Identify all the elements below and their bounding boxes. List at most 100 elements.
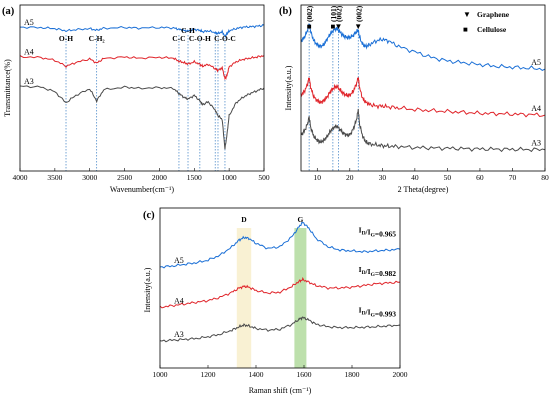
panel-c-label: (c) — [143, 210, 155, 221]
series-line-a4 — [159, 276, 401, 309]
ratio-part: D — [362, 270, 366, 276]
ratio-part: G — [371, 312, 376, 318]
series-line-a5 — [159, 221, 401, 269]
ratio-part: =0.982 — [375, 269, 396, 278]
panel-c-series-labels: A5 A4 A3 — [174, 256, 184, 339]
panel-a-frame — [19, 4, 265, 172]
x-tick-label: 20 — [346, 173, 354, 182]
ratio-part: /I — [365, 267, 371, 276]
panel-a-x-ticks: 4000 3500 3000 2500 2000 1500 1000 500 — [13, 168, 270, 182]
series-label: A3 — [174, 330, 184, 339]
panel-b-peak-labels: ■(002)■(101)▼(002)▼(002) — [305, 5, 363, 31]
x-tick-label: 50 — [444, 173, 452, 182]
panel-a-label: (a) — [2, 6, 15, 17]
panel-b-label: (b) — [279, 6, 292, 17]
panel-a-series — [19, 23, 265, 150]
x-tick-label: 80 — [541, 173, 549, 182]
ratio-part: /I — [365, 307, 371, 316]
id-ig-ratio-label: ID/IG=0.965 — [359, 225, 397, 238]
panel-a-series-labels: A5 A4 A3 — [24, 18, 34, 86]
ratio-part: D — [362, 230, 366, 236]
ratio-part: =0.993 — [375, 309, 396, 318]
x-tick-label: 500 — [258, 173, 270, 182]
series-line-a4 — [300, 77, 546, 118]
x-tick-label: 2500 — [117, 173, 132, 182]
panel-c-series — [159, 221, 401, 343]
x-tick-label: 1000 — [153, 370, 168, 379]
peak-label: (002) — [334, 5, 343, 22]
panel-b-y-axis-label: Intensity(a.u.) — [284, 65, 293, 110]
id-ig-ratio-label: ID/IG=0.982 — [359, 265, 397, 278]
panel-c-x-axis-label: Raman shift (cm⁻¹) — [249, 386, 312, 395]
annotation-label: C-H₂ — [89, 34, 106, 43]
ratio-part: =0.965 — [375, 229, 396, 238]
x-tick-label: 40 — [411, 173, 419, 182]
series-label: A4 — [174, 296, 184, 305]
series-line-a3 — [159, 316, 401, 343]
panel-b-legend: ▼ Graphene ■ Cellulose — [463, 10, 510, 34]
ratio-part: D — [362, 310, 366, 316]
ratio-part: G — [371, 232, 376, 238]
annotation-label: O-H — [59, 34, 73, 43]
peak-symbol: ▼ — [334, 22, 342, 31]
band-label: D — [241, 215, 247, 224]
x-tick-label: 2000 — [152, 173, 167, 182]
band-label: G — [297, 215, 303, 224]
series-label: A4 — [24, 48, 34, 57]
series-label: A5 — [24, 18, 34, 27]
x-tick-label: 1400 — [249, 370, 264, 379]
panel-b-x-ticks: 10 20 30 40 50 60 70 80 — [314, 168, 549, 182]
x-tick-label: 10 — [314, 173, 322, 182]
x-tick-label: 1200 — [201, 370, 216, 379]
x-tick-label: 1600 — [297, 370, 312, 379]
panel-b-guide-lines — [308, 31, 359, 171]
panel-c-x-ticks: 1000 1200 1400 1600 1800 2000 — [153, 365, 408, 379]
x-tick-label: 2000 — [393, 370, 408, 379]
peak-symbol: ▼ — [354, 22, 362, 31]
ratio-part: /I — [365, 227, 371, 236]
ratio-part: G — [371, 272, 376, 278]
series-line-a4 — [19, 55, 265, 81]
panel-b-x-axis-label: 2 Theta(degree) — [398, 185, 449, 194]
peak-symbol: ■ — [307, 22, 312, 31]
series-line-a5 — [19, 23, 265, 39]
series-line-a3 — [300, 108, 546, 153]
x-tick-label: 30 — [379, 173, 387, 182]
x-tick-label: 60 — [476, 173, 484, 182]
panel-a: (a) O-H C-H₂ C-CC-HC-O-H C-O-C A5 A4 A3 4000 3… — [2, 4, 270, 194]
panel-b-frame — [300, 4, 546, 172]
series-label: A3 — [531, 139, 541, 148]
band-highlight — [294, 228, 307, 368]
annotation-label: C-O-C — [214, 34, 236, 43]
x-tick-label: 4000 — [13, 173, 28, 182]
annotation-label: C-H — [181, 26, 195, 35]
series-label: A5 — [174, 256, 184, 265]
ratio-part: I — [359, 265, 362, 274]
peak-label: (002) — [354, 5, 363, 22]
x-tick-label: 1800 — [345, 370, 360, 379]
series-label: A5 — [531, 58, 541, 67]
x-tick-label: 3500 — [47, 173, 62, 182]
panel-c-frame — [159, 207, 401, 369]
series-line-a3 — [19, 85, 265, 150]
id-ig-ratio-label: ID/IG=0.993 — [359, 305, 397, 318]
panel-a-x-axis-label: Wavenumber(cm⁻¹) — [110, 185, 175, 194]
peak-label: (101) — [329, 5, 338, 22]
x-tick-label: 1000 — [222, 173, 237, 182]
ratio-part: I — [359, 225, 362, 234]
panel-a-annotations: O-H C-H₂ C-CC-HC-O-H C-O-C — [59, 26, 236, 43]
panel-b-series — [300, 23, 546, 153]
series-label: A3 — [24, 77, 34, 86]
panel-a-y-axis-label: Transmittance(%) — [3, 59, 12, 117]
annotation-label: C-C — [172, 34, 185, 43]
panel-c-y-axis-label: Intensity(a.u.) — [143, 267, 152, 312]
peak-label: (002) — [305, 5, 314, 22]
legend-symbol: ▼ — [463, 10, 471, 19]
x-tick-label: 1500 — [187, 173, 202, 182]
ratio-part: I — [359, 305, 362, 314]
